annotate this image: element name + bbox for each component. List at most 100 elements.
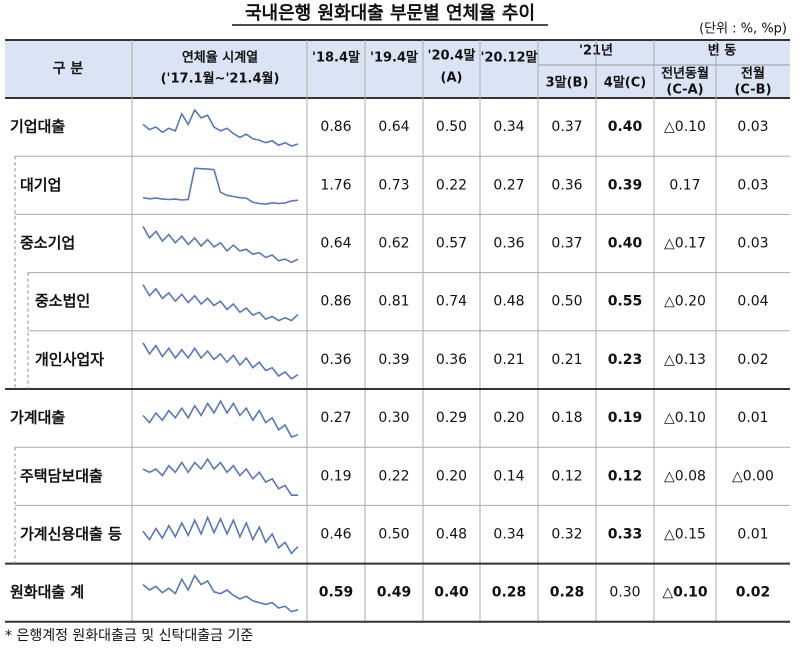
cell-value: 0.03 [737, 177, 768, 193]
cell-value: 0.81 [378, 294, 409, 310]
cell-value: △0.17 [664, 236, 706, 252]
cell-value: 0.33 [608, 527, 643, 543]
cell-value: △0.15 [664, 527, 706, 543]
cell-value: 0.29 [436, 410, 467, 426]
cell-value: 0.30 [609, 585, 640, 601]
cell-value: 0.49 [377, 585, 412, 601]
cell-value: 0.20 [493, 410, 524, 426]
header-cell: '20.12말 [480, 51, 537, 66]
cell-value: 0.14 [493, 468, 524, 484]
cell-value: 0.50 [551, 294, 582, 310]
header-cell: (C-A) [666, 83, 703, 98]
cell-value: 0.39 [608, 177, 643, 193]
cell-value: 0.20 [436, 468, 467, 484]
cell-value: 0.12 [551, 468, 582, 484]
cell-value: 0.37 [551, 119, 582, 135]
cell-value: 0.39 [378, 352, 409, 368]
cell-value: 0.36 [320, 352, 351, 368]
cell-value: 0.57 [436, 236, 467, 252]
header-group: 변 동 [708, 44, 736, 59]
cell-value: 1.76 [320, 177, 351, 193]
row-label: 주택담보대출 [20, 467, 103, 485]
cell-value: 0.27 [320, 410, 351, 426]
cell-value: 0.86 [320, 119, 351, 135]
cell-value: 0.86 [320, 294, 351, 310]
row-label: 대기업 [20, 176, 61, 194]
header-cell: '19.4말 [370, 51, 418, 66]
cell-value: 0.36 [551, 177, 582, 193]
row-label: 기업대출 [10, 118, 65, 136]
cell-value: 0.40 [434, 585, 469, 601]
cell-value: 0.21 [551, 352, 582, 368]
cell-value: 0.74 [436, 294, 467, 310]
cell-value: 0.17 [669, 177, 700, 193]
cell-value: 0.23 [608, 352, 643, 368]
cell-value: 0.37 [551, 236, 582, 252]
cell-value: 0.28 [550, 585, 585, 601]
cell-value: 0.03 [737, 119, 768, 135]
cell-value: 0.64 [320, 236, 351, 252]
cell-value: 0.36 [493, 236, 524, 252]
cell-value: 0.48 [436, 527, 467, 543]
cell-value: 0.46 [320, 527, 351, 543]
header-trend: 연체율 시계열 [182, 50, 258, 66]
row-label: 원화대출 계 [10, 583, 84, 601]
cell-value: 0.62 [378, 236, 409, 252]
cell-value: 0.21 [493, 352, 524, 368]
row-label: 중소법인 [35, 292, 90, 310]
header-cell: '20.4말 [427, 49, 475, 64]
title: 국내은행 원화대출 부문별 연체율 추이 [245, 3, 535, 24]
header-trend-period: ('17.1월~'21.4월) [161, 71, 280, 87]
cell-value: 0.03 [737, 236, 768, 252]
cell-value: △0.10 [664, 119, 706, 135]
cell-value: △0.13 [664, 352, 706, 368]
cell-value: 0.34 [493, 527, 524, 543]
cell-value: 0.18 [551, 410, 582, 426]
sparkline [142, 515, 299, 555]
sparkline [142, 284, 299, 322]
cell-value: 0.73 [378, 177, 409, 193]
sparkline [142, 167, 299, 206]
cell-value: 0.64 [378, 119, 409, 135]
cell-value: 0.19 [608, 410, 643, 426]
cell-value: 0.02 [736, 585, 771, 601]
cell-value: △0.10 [662, 585, 708, 601]
cell-value: 0.50 [378, 527, 409, 543]
row-label: 가계대출 [10, 409, 65, 427]
cell-value: 0.50 [436, 119, 467, 135]
cell-value: 0.02 [737, 352, 768, 368]
header-cell: 3말(B) [546, 76, 589, 91]
header-cell: (C-B) [734, 83, 771, 98]
cell-value: △0.10 [664, 410, 706, 426]
cell-value: 0.36 [436, 352, 467, 368]
header-cell: '18.4말 [312, 51, 360, 66]
header-cell: 전년동월 [661, 66, 709, 82]
cell-value: 0.27 [493, 177, 524, 193]
row-label: 개인사업자 [35, 350, 104, 368]
cell-value: 0.55 [608, 294, 643, 310]
cell-value: 0.12 [608, 468, 643, 484]
cell-value: 0.22 [378, 468, 409, 484]
header-cell: (A) [441, 71, 463, 86]
cell-value: △0.00 [732, 468, 774, 484]
cell-value: 0.01 [737, 410, 768, 426]
cell-value: △0.08 [664, 468, 706, 484]
cell-value: 0.19 [320, 468, 351, 484]
cell-value: 0.01 [737, 527, 768, 543]
cell-value: 0.22 [436, 177, 467, 193]
cell-value: 0.40 [608, 119, 643, 135]
unit: (단위 : %, %p) [699, 22, 787, 37]
cell-value: 0.59 [319, 585, 354, 601]
sparkline [142, 399, 299, 438]
sparkline [142, 342, 299, 380]
footnote: * 은행계정 원화대출금 및 신탁대출금 기준 [5, 628, 253, 644]
cell-value: △0.20 [664, 294, 706, 310]
header-cell: 4말(C) [604, 76, 646, 91]
sparkline [142, 108, 299, 147]
cell-value: 0.32 [551, 527, 582, 543]
sparkline [142, 574, 299, 613]
cell-value: 0.40 [608, 236, 643, 252]
header-category: 구 분 [53, 61, 84, 77]
cell-value: 0.04 [737, 294, 768, 310]
